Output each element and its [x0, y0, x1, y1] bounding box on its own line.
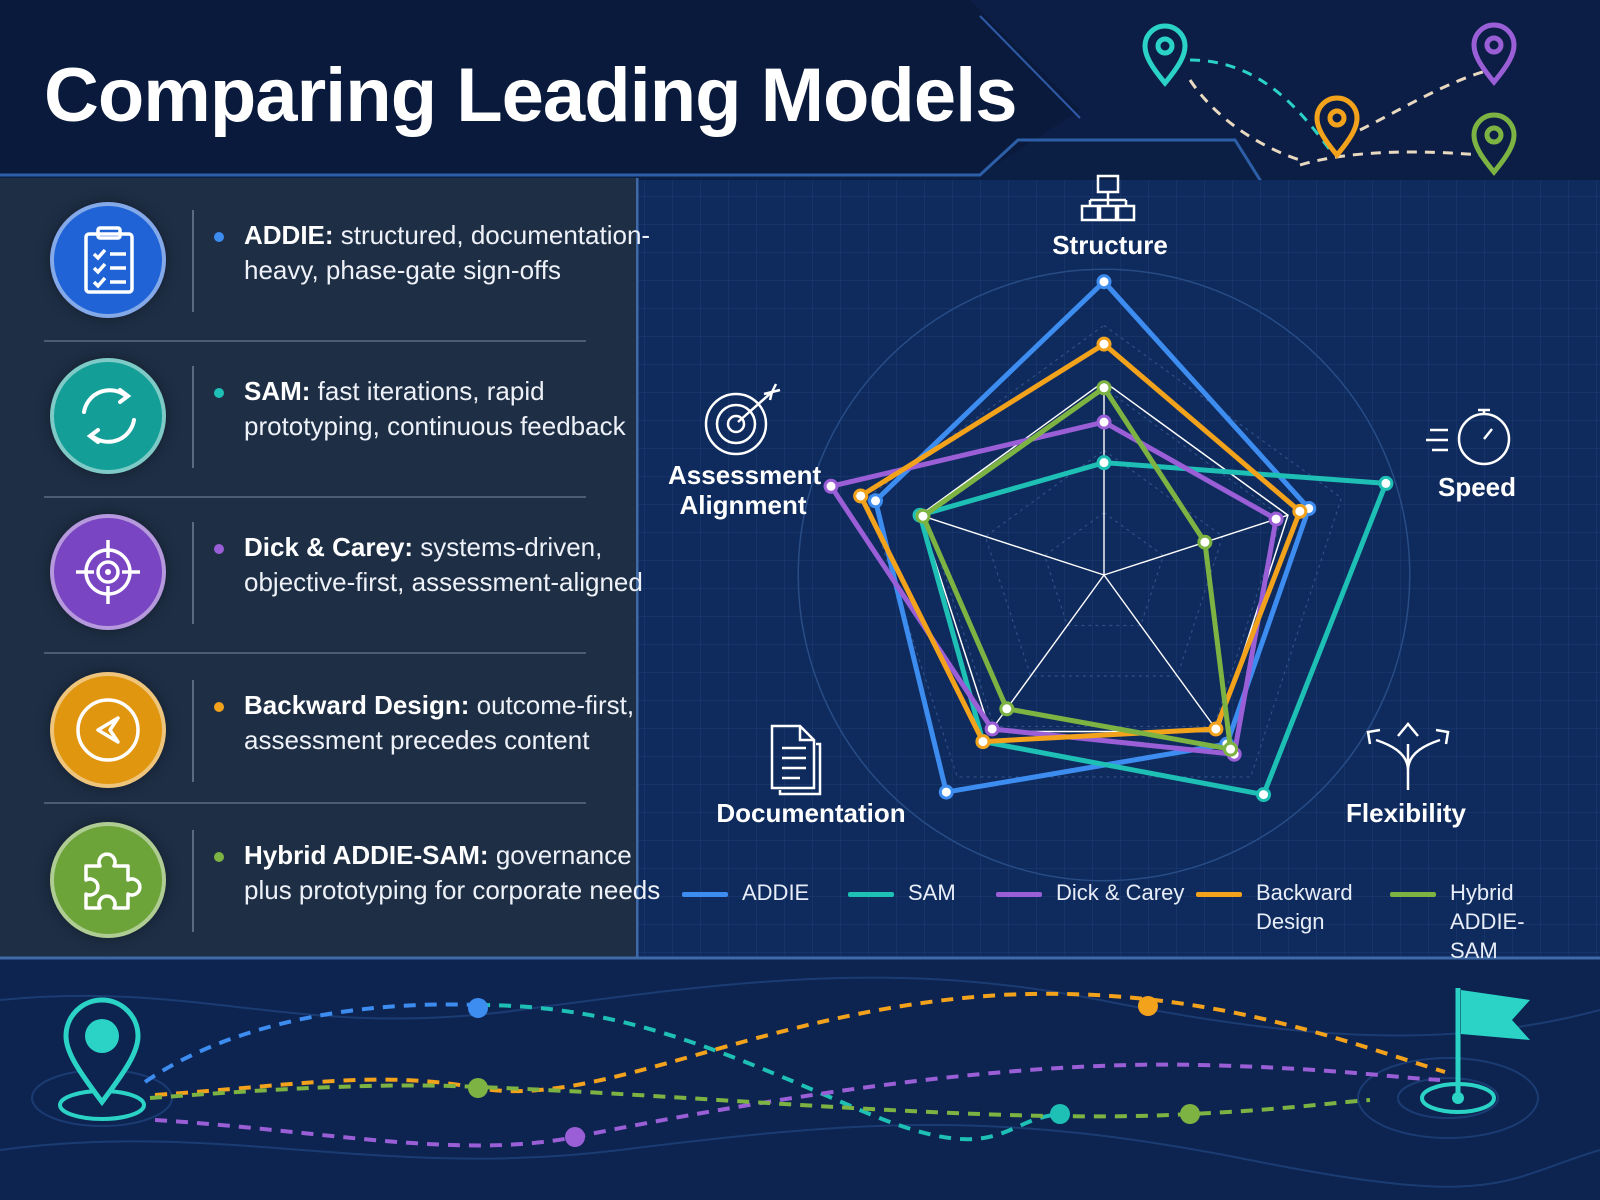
data-point: [1096, 455, 1112, 471]
data-point: [1292, 503, 1308, 519]
radar-spoke: [1103, 514, 1289, 576]
documents-icon: [770, 724, 822, 796]
axis-label-structure: Structure: [1052, 230, 1168, 260]
radar-grid-ring: [1043, 511, 1165, 627]
legend-label: Hybrid ADDIE-SAM: [1450, 880, 1525, 963]
data-point: [853, 488, 869, 504]
radar-outer-circle: [797, 268, 1411, 882]
legend-label: SAM: [908, 880, 956, 905]
model-name: ADDIE:: [244, 220, 334, 250]
model-name: Dick & Carey:: [244, 532, 414, 562]
series-line: [873, 279, 1312, 795]
model-desc: fast iterations, rapid prototyping, cont…: [244, 376, 626, 441]
model-row-sam: SAM: fast iterations, rapid prototyping,…: [44, 336, 626, 492]
model-name: SAM:: [244, 376, 311, 406]
divider: [44, 802, 586, 804]
data-point: [1096, 274, 1112, 290]
model-row-hybrid: Hybrid ADDIE-SAM: governance plus protot…: [44, 800, 660, 956]
radar-inner-frame: [919, 380, 1289, 733]
data-point: [915, 508, 931, 524]
model-name: Backward Design:: [244, 690, 470, 720]
back-arrow-icon: [50, 672, 166, 788]
model-row-addie: ADDIE: structured, documentation-heavy, …: [44, 180, 650, 336]
data-point: [1096, 336, 1112, 352]
split-arrows-icon: [1366, 722, 1450, 790]
divider: [44, 496, 586, 498]
page-title: Comparing Leading Models: [44, 53, 1017, 138]
series-line: [828, 419, 1279, 757]
radar-grid-ring: [984, 449, 1224, 677]
data-point: [1096, 380, 1112, 396]
radar-series: [823, 274, 1394, 803]
data-point: [1256, 787, 1272, 803]
data-point: [1268, 511, 1284, 527]
clipboard-checklist-icon: [50, 202, 166, 318]
puzzle-piece-icon: [50, 822, 166, 938]
series-line: [858, 341, 1303, 745]
finish-flag-icon: [1420, 988, 1530, 1114]
org-chart-icon: [1080, 174, 1136, 222]
divider: [44, 340, 586, 342]
series-sam: [912, 455, 1394, 803]
legend-label: ADDIE: [742, 880, 810, 905]
data-point: [1223, 741, 1239, 757]
axis-label-assessment-alignment: Assessment Alignment: [668, 460, 822, 520]
start-pin-icon: [58, 997, 146, 1121]
data-point: [1208, 721, 1224, 737]
target-arrow-icon: [704, 383, 781, 456]
model-name: Hybrid ADDIE-SAM:: [244, 840, 489, 870]
series-backward-design: [853, 336, 1308, 750]
legend-label: Dick & Carey: [1056, 880, 1185, 905]
series-line: [920, 385, 1234, 752]
model-desc: governance plus prototyping for corporat…: [244, 840, 661, 905]
radar-spoke: [1103, 574, 1219, 732]
radar-grid-ring: [925, 387, 1283, 728]
model-row-backward-design: Backward Design: outcome-first, assessme…: [44, 650, 634, 806]
radar-grid: [797, 268, 1411, 882]
model-desc: structured, documentation-heavy, phase-g…: [244, 220, 651, 285]
axis-label-speed: Speed: [1437, 472, 1517, 502]
data-point: [1096, 414, 1112, 430]
crosshair-target-icon: [50, 514, 166, 630]
data-point: [868, 493, 884, 509]
stopwatch-icon: [1426, 408, 1511, 466]
divider: [44, 652, 586, 654]
data-point: [823, 478, 839, 494]
data-point: [1378, 475, 1394, 491]
model-desc: systems-driven, objective-first, assessm…: [244, 532, 643, 597]
data-point: [999, 701, 1015, 717]
radar-spoke: [919, 514, 1105, 576]
model-desc: outcome-first, assessment precedes conte…: [244, 690, 635, 755]
legend-label: Backward Design: [1256, 880, 1353, 934]
refresh-cycle-icon: [50, 358, 166, 474]
series-hybrid-addie-sam: [915, 380, 1239, 757]
data-point: [975, 734, 991, 750]
series-line: [917, 460, 1389, 798]
data-point: [1197, 534, 1213, 550]
axis-label-documentation: Documentation: [716, 798, 906, 828]
data-point: [938, 784, 954, 800]
model-row-dick-carey: Dick & Carey: systems-driven, objective-…: [44, 492, 643, 648]
axis-label-flexibility: Flexibility: [1346, 798, 1466, 828]
data-point: [984, 721, 1000, 737]
